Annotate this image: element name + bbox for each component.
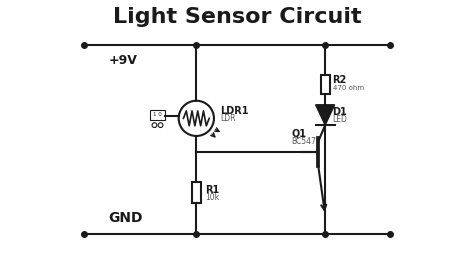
Text: Light Sensor Circuit: Light Sensor Circuit (113, 7, 361, 27)
Bar (191, 182, 201, 204)
Polygon shape (316, 105, 335, 125)
Text: LDR: LDR (220, 114, 236, 123)
Text: BC547: BC547 (291, 137, 316, 146)
Text: LED: LED (333, 115, 347, 124)
Text: LDR1: LDR1 (220, 106, 248, 116)
Text: +9V: +9V (108, 54, 137, 67)
Bar (150, 110, 165, 120)
Text: GND: GND (108, 211, 143, 226)
Text: R2: R2 (333, 75, 347, 85)
Bar (321, 75, 329, 94)
Text: 470 ohm: 470 ohm (333, 85, 364, 91)
Text: D1: D1 (333, 107, 347, 116)
Text: R1: R1 (205, 185, 219, 195)
Text: 1 0: 1 0 (153, 112, 162, 118)
Text: 10k: 10k (205, 193, 219, 201)
Text: Q1: Q1 (291, 129, 306, 139)
